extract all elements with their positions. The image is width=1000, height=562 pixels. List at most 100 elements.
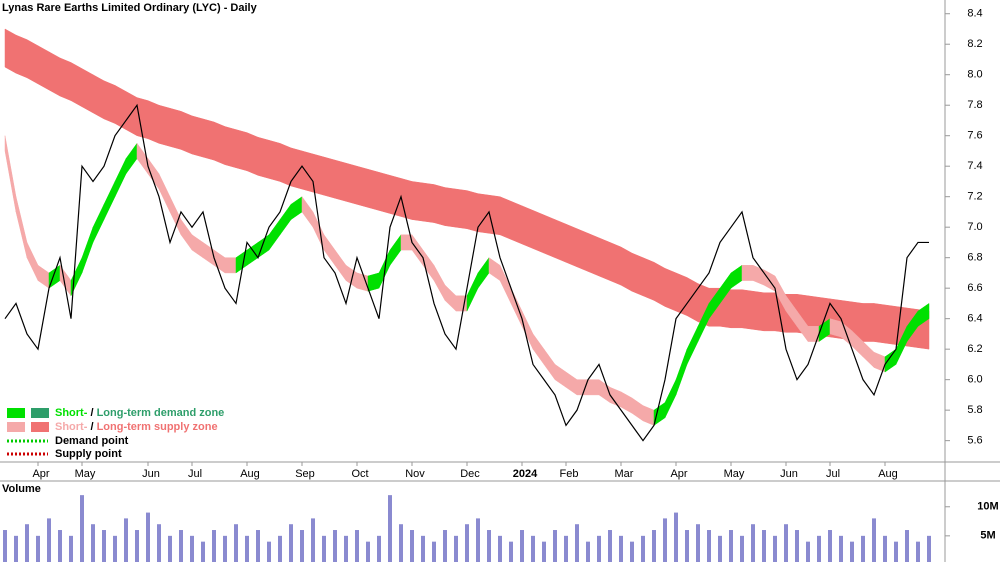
x-tick-label: Apr (32, 468, 49, 480)
volume-bar (531, 535, 535, 562)
zone-segment (642, 257, 655, 301)
legend-part: Long-term supply zone (97, 421, 218, 433)
volume-title: Volume (2, 483, 41, 495)
zone-segment (741, 289, 754, 330)
x-tick-label: Nov (405, 468, 425, 480)
x-tick-label: May (724, 468, 745, 480)
volume-bar (421, 535, 425, 562)
zone-segment (367, 272, 380, 292)
volume-bar (751, 524, 755, 562)
volume-bar (102, 530, 106, 562)
volume-bar (707, 530, 711, 562)
x-tick-label: 2024 (513, 468, 538, 480)
zone-segment (378, 171, 391, 214)
volume-bar (80, 495, 84, 562)
zone-segment (15, 34, 28, 79)
zone-segment (741, 265, 754, 281)
volume-bar (399, 524, 403, 562)
volume-bar (872, 518, 876, 562)
volume-bar (256, 530, 260, 562)
zone-segment (4, 28, 17, 74)
y-tick-label: 7.8 (967, 99, 982, 111)
legend-label: Demand point (55, 435, 129, 447)
volume-bar (333, 530, 337, 562)
volume-bar (597, 535, 601, 562)
volume-bar (861, 535, 865, 562)
zone-segment (147, 100, 160, 144)
zone-segment (532, 210, 545, 254)
volume-bar (3, 530, 7, 562)
volume-bar (894, 541, 898, 562)
volume-bar (883, 535, 887, 562)
y-tick-label: 5.6 (967, 435, 982, 447)
x-tick-label: Mar (615, 468, 634, 480)
y-tick-label: 7.4 (967, 160, 982, 172)
volume-bar (454, 535, 458, 562)
volume-bar (630, 541, 634, 562)
y-tick-label: 10M (977, 501, 998, 513)
legend-swatch (31, 408, 49, 418)
y-tick-label: 6.4 (967, 313, 982, 325)
volume-bar (366, 541, 370, 562)
volume-bar (740, 535, 744, 562)
zone-segment (323, 156, 336, 199)
volume-bar (542, 541, 546, 562)
volume-bar (520, 530, 524, 562)
zone-segment (400, 178, 413, 220)
volume-bar (322, 535, 326, 562)
volume-bar (806, 541, 810, 562)
volume-bar (509, 541, 513, 562)
volume-bar (14, 535, 18, 562)
legend-label: Short- / Long-term demand zone (55, 407, 224, 419)
x-tick-label: Dec (460, 468, 480, 480)
volume-bar (146, 512, 150, 562)
y-tick-label: 6.6 (967, 282, 982, 294)
zone-segment (213, 121, 226, 166)
volume-bar (795, 530, 799, 562)
zone-segment (499, 196, 512, 240)
zone-segment (587, 232, 600, 277)
zone-segment (631, 252, 644, 297)
zone-segment (664, 267, 677, 312)
zone-segment (180, 110, 193, 155)
volume-bar (619, 535, 623, 562)
zone-segment (81, 68, 94, 114)
zone-segment (224, 257, 237, 274)
zone-segment (59, 57, 72, 102)
legend-label: Supply point (55, 448, 122, 460)
volume-bar (586, 541, 590, 562)
zone-segment (422, 182, 435, 223)
zone-segment (444, 187, 457, 228)
zone-segment (37, 45, 50, 91)
zone-segment (224, 126, 237, 169)
legend-part: Short- (55, 407, 88, 419)
chart-title: Lynas Rare Earths Limited Ordinary (LYC)… (2, 2, 258, 14)
y-tick-label: 6.0 (967, 374, 982, 386)
zone-segment (576, 228, 589, 272)
y-tick-label: 5M (980, 530, 995, 542)
volume-bar (311, 518, 315, 562)
legend-swatch (7, 408, 25, 418)
volume-bar (410, 530, 414, 562)
volume-bar (641, 535, 645, 562)
volume-bar (575, 524, 579, 562)
zone-segment (367, 168, 380, 211)
volume-bar (476, 518, 480, 562)
zone-segment (279, 142, 292, 187)
volume-bar (388, 495, 392, 562)
zone-segment (92, 74, 105, 120)
x-tick-label: Aug (240, 468, 260, 480)
volume-bar (762, 530, 766, 562)
zone-segment (26, 39, 39, 85)
volume-bar (69, 535, 73, 562)
volume-bar (267, 541, 271, 562)
y-tick-label: 7.6 (967, 130, 982, 142)
volume-bar (498, 535, 502, 562)
zone-segment (169, 107, 182, 150)
zone-segment (587, 379, 600, 396)
zone-segment (103, 80, 116, 124)
y-tick-label: 5.8 (967, 404, 982, 416)
zone-segment (763, 292, 776, 332)
zone-segment (411, 181, 424, 222)
x-tick-label: Jul (188, 468, 202, 480)
